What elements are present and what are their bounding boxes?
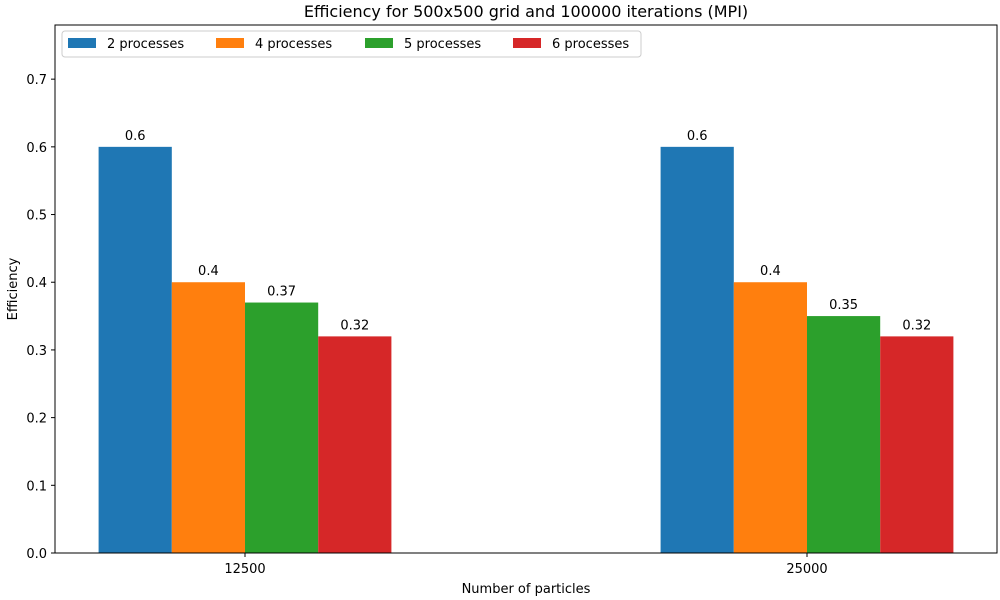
data-labels-group: 0.6 0.4 0.37 0.32 0.6 0.4 0.35 0.32 [125, 129, 931, 334]
x-axis: 12500 25000 [224, 553, 828, 577]
data-label: 0.32 [340, 318, 369, 333]
bar-6-processes-12500 [318, 336, 392, 553]
legend-label: 6 processes [552, 37, 629, 52]
bar-5-processes-12500 [245, 302, 319, 553]
x-tick-label: 12500 [224, 562, 265, 577]
data-label: 0.37 [267, 285, 296, 300]
bar-2-processes-12500 [98, 146, 172, 553]
plot-frame [54, 24, 998, 554]
y-tick-label: 0.1 [26, 479, 47, 494]
legend-swatch [216, 38, 244, 48]
legend-swatch [68, 38, 96, 48]
legend-swatch [513, 38, 541, 48]
legend-label: 2 processes [107, 37, 184, 52]
y-tick-label: 0.7 [26, 73, 47, 88]
legend: 2 processes 4 processes 5 processes 6 proce… [61, 30, 642, 58]
y-tick-label: 0.5 [26, 209, 47, 224]
y-axis-label: Efficiency [6, 257, 21, 320]
data-label: 0.6 [687, 129, 708, 144]
x-tick-label: 25000 [786, 562, 827, 577]
legend-swatch [365, 38, 393, 48]
bars-group [98, 146, 954, 553]
x-axis-label: Number of particles [462, 582, 591, 597]
y-axis: 0.0 0.1 0.2 0.3 0.4 0.5 0.6 0.7 [26, 73, 55, 562]
y-tick-label: 0.0 [26, 547, 47, 562]
data-label: 0.6 [125, 129, 146, 144]
y-tick-label: 0.4 [26, 276, 47, 291]
data-label: 0.4 [198, 264, 219, 279]
bar-4-processes-25000 [733, 282, 807, 553]
bar-6-processes-25000 [880, 336, 954, 553]
data-label: 0.4 [760, 264, 781, 279]
bar-5-processes-25000 [807, 316, 881, 553]
y-tick-label: 0.6 [26, 141, 47, 156]
legend-box [61, 30, 642, 58]
bar-4-processes-12500 [171, 282, 245, 553]
data-label: 0.35 [829, 298, 858, 313]
y-tick-label: 0.3 [26, 344, 47, 359]
chart-title: Efficiency for 500x500 grid and 100000 i… [304, 2, 748, 21]
legend-label: 5 processes [404, 37, 481, 52]
bar-2-processes-25000 [660, 146, 734, 553]
data-label: 0.32 [902, 318, 931, 333]
legend-label: 4 processes [255, 37, 332, 52]
y-tick-label: 0.2 [26, 412, 47, 427]
